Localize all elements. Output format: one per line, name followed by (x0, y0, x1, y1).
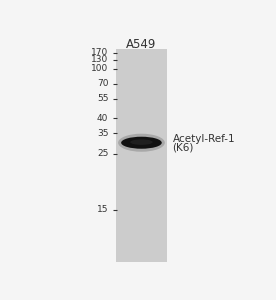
Text: 55: 55 (97, 94, 108, 103)
Text: A549: A549 (126, 38, 157, 51)
Ellipse shape (118, 134, 165, 152)
Text: 15: 15 (97, 205, 108, 214)
Text: 130: 130 (91, 55, 108, 64)
Text: 100: 100 (91, 64, 108, 73)
Text: Acetyl-Ref-1: Acetyl-Ref-1 (172, 134, 235, 144)
Text: 170: 170 (91, 48, 108, 57)
Text: 70: 70 (97, 79, 108, 88)
Bar (116, 49, 167, 262)
Text: 40: 40 (97, 113, 108, 122)
Text: 25: 25 (97, 149, 108, 158)
Text: (K6): (K6) (172, 142, 194, 152)
Ellipse shape (121, 137, 162, 149)
Ellipse shape (130, 140, 153, 145)
Text: 35: 35 (97, 128, 108, 137)
